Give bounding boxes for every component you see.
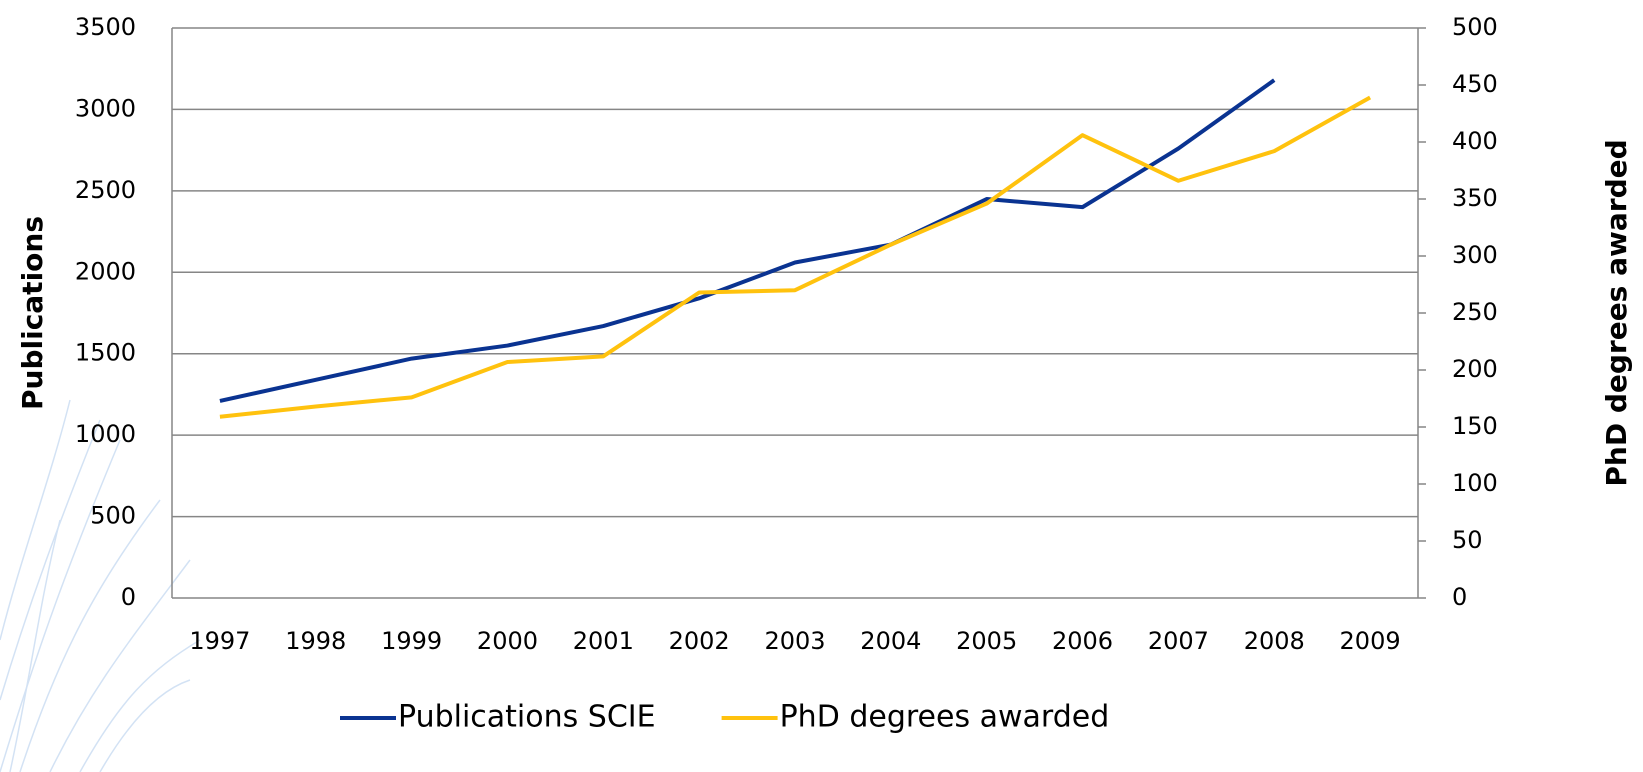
y2-tick-label: 450 — [1452, 70, 1498, 98]
y-tick-label: 500 — [90, 502, 136, 530]
y-axis-title: Publications — [16, 216, 49, 410]
x-tick-label: 2001 — [573, 627, 634, 655]
x-tick-label: 2007 — [1148, 627, 1209, 655]
chart: Publications PhD degrees awarded 0500100… — [0, 0, 1643, 772]
y-tick-label: 1500 — [75, 339, 136, 367]
x-tick-label: 1997 — [189, 627, 250, 655]
y-tick-label: 3000 — [75, 94, 136, 122]
x-tick-label: 2000 — [477, 627, 538, 655]
y2-tick-label: 200 — [1452, 355, 1498, 383]
x-tick-label: 2005 — [956, 627, 1017, 655]
series-line — [220, 80, 1274, 401]
y2-tick-label: 100 — [1452, 469, 1498, 497]
y2-tick-label: 0 — [1452, 583, 1467, 611]
x-tick-label: 2004 — [860, 627, 921, 655]
y2-tick-label: 350 — [1452, 184, 1498, 212]
x-tick-label: 1999 — [381, 627, 442, 655]
y2-tick-label: 300 — [1452, 241, 1498, 269]
x-tick-label: 2003 — [764, 627, 825, 655]
x-tick-label: 1998 — [285, 627, 346, 655]
x-tick-label: 2008 — [1244, 627, 1305, 655]
y2-tick-label: 500 — [1452, 13, 1498, 41]
y-tick-label: 3500 — [75, 13, 136, 41]
legend-label: Publications SCIE — [398, 700, 656, 735]
x-tick-label: 2009 — [1340, 627, 1401, 655]
y-tick-label: 0 — [121, 583, 136, 611]
y-tick-label: 1000 — [75, 420, 136, 448]
y2-tick-label: 400 — [1452, 127, 1498, 155]
background-decoration — [0, 400, 200, 772]
y-tick-label: 2000 — [75, 257, 136, 285]
series-line — [220, 98, 1370, 417]
y2-tick-label: 150 — [1452, 412, 1498, 440]
y-tick-label: 2500 — [75, 176, 136, 204]
y2-tick-label: 250 — [1452, 298, 1498, 326]
legend-label: PhD degrees awarded — [780, 700, 1110, 735]
y2-tick-label: 50 — [1452, 526, 1483, 554]
x-tick-label: 2002 — [669, 627, 730, 655]
x-tick-label: 2006 — [1052, 627, 1113, 655]
y2-axis-title: PhD degrees awarded — [1600, 139, 1633, 486]
